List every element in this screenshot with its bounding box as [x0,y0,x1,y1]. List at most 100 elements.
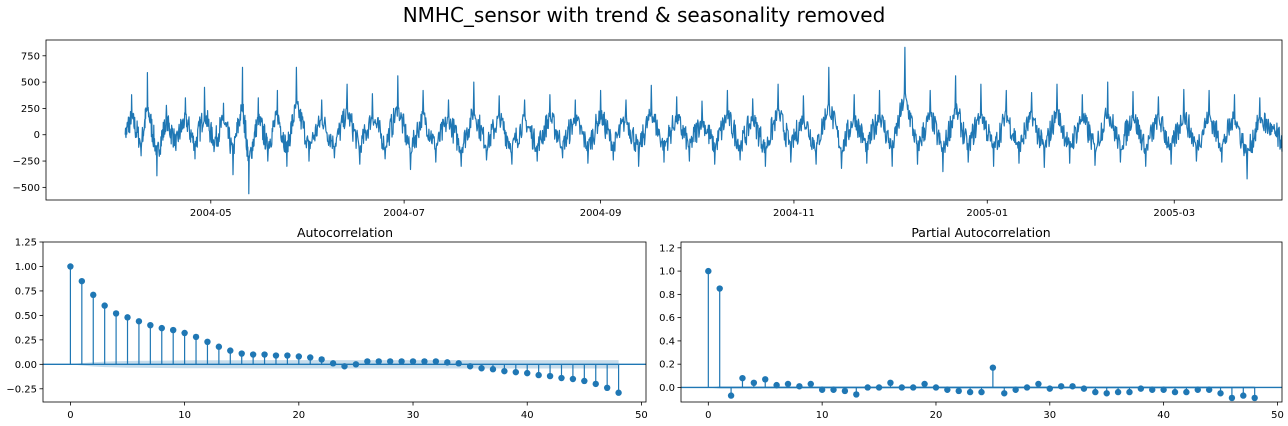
acf-point [158,324,165,332]
acf-point [341,363,348,370]
pacf-ytick-label: 0.8 [659,290,675,301]
pacf-point [807,380,814,388]
pacf-point [1137,385,1145,392]
pacf-point [1046,385,1053,392]
pacf-point [1092,388,1099,396]
pacf-ytick-label: 0.4 [659,336,675,347]
acf-point [466,363,474,370]
pacf-point [727,392,735,399]
pacf-point [1001,390,1008,397]
pacf-xtick-label: 10 [816,410,829,421]
ts-xtick-label: 2004-05 [190,208,232,219]
acf-point [215,343,223,350]
acf-point [364,358,371,365]
acf-point [204,338,211,346]
pacf-point [944,386,951,393]
acf-point [489,366,497,373]
pacf-point [1228,394,1236,402]
acf-point [386,358,394,365]
acf-point [501,367,508,375]
pacf-point [1114,388,1122,396]
acf-point [112,310,120,317]
pacf-point [841,387,849,395]
pacf-point [864,384,871,391]
pacf-point [1171,388,1179,396]
pacf-point [921,380,928,388]
pacf-point [1057,383,1065,390]
pacf-xtick-label: 0 [705,410,711,421]
ts-xtick-label: 2005-01 [966,208,1008,219]
pacf-point [1012,386,1019,393]
acf-point [307,354,314,361]
pacf-point [1240,392,1247,399]
pacf-point [1205,386,1213,393]
pacf-point [898,384,906,391]
acf-ytick-label: 1.00 [15,262,37,273]
acf-point [318,356,325,363]
acf-point [249,351,257,358]
acf-point [78,277,86,285]
acf-point [295,353,303,360]
pacf-point [739,374,746,382]
acf-point [409,358,417,365]
acf-point [124,314,131,321]
pacf-point [1103,390,1110,397]
pacf-point [1080,385,1088,392]
acf-ytick-label: 0.75 [15,286,37,297]
ts-ytick-label: −500 [13,183,40,194]
acf-xtick-label: 50 [635,410,648,421]
pacf-xtick-label: 20 [930,410,943,421]
acf-point [615,389,622,396]
acf-point [432,358,440,365]
ts-xtick-label: 2004-11 [773,208,815,219]
acf-point [284,352,291,359]
pacf-point [932,384,940,391]
pacf-ytick-label: 0.0 [659,383,675,394]
acf-xtick-label: 10 [178,410,191,421]
acf-point [581,377,588,385]
acf-point [603,384,611,392]
pacf-point [1126,388,1133,396]
acf-point [398,358,405,365]
pacf-point [887,379,894,386]
pacf-ytick-label: 1.0 [659,267,675,278]
nmhc-series-line [124,46,1283,195]
ts-xtick-label: 2005-03 [1153,208,1195,219]
pacf-xtick-label: 50 [1271,410,1284,421]
pacf-axes-frame [680,241,1283,403]
acf-point [524,369,531,377]
acf-xtick-label: 20 [292,410,305,421]
acf-xtick-label: 0 [67,410,73,421]
pacf-point [1023,384,1031,391]
pacf-point [853,391,860,398]
ts-xtick-label: 2004-09 [580,208,622,219]
pacf-point [773,381,780,389]
acf-title: Autocorrelation [297,225,393,240]
acf-xtick-label: 40 [521,410,534,421]
ts-ytick-label: 250 [21,104,40,115]
pacf-point [818,386,826,393]
pacf-point [796,383,803,390]
acf-point [546,372,554,380]
acf-point [227,347,234,354]
acf-point [192,333,200,341]
pacf-point [989,364,997,371]
pacf-panel: Partial Autocorrelation 0.0 0.2 0.4 0.6 0.8 1… [659,225,1284,421]
acf-point [261,351,268,358]
acf-ytick-label: 0.25 [15,335,37,346]
pacf-point [955,387,962,395]
acf-ytick-label: −0.25 [6,384,37,395]
pacf-point [1217,390,1224,397]
acf-point [352,361,360,368]
acf-point [569,375,577,383]
acf-panel: Autocorrelation −0.25 0.00 0.25 0.50 0.75 1.0… [6,225,647,421]
pacf-point [784,380,792,388]
acf-point [181,329,188,337]
acf-point [90,291,97,299]
pacf-point [1035,380,1042,388]
ts-ytick-label: 0 [34,130,40,141]
pacf-title: Partial Autocorrelation [911,225,1050,240]
ts-ytick-label: −250 [13,157,40,168]
acf-point [169,326,177,334]
